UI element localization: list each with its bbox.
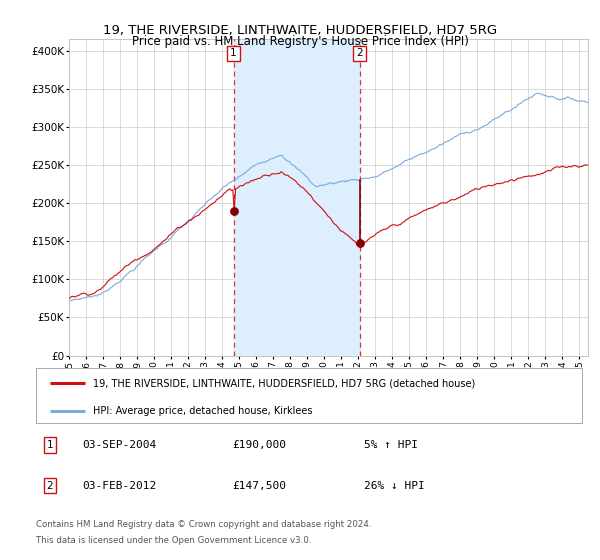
Point [355,239,364,248]
Text: 19, THE RIVERSIDE, LINTHWAITE, HUDDERSFIELD, HD7 5RG (detached house): 19, THE RIVERSIDE, LINTHWAITE, HUDDERSFI… [94,379,476,388]
Text: 2: 2 [46,480,53,491]
Text: 5% ↑ HPI: 5% ↑ HPI [364,440,418,450]
Text: £190,000: £190,000 [233,440,287,450]
Text: 19, THE RIVERSIDE, LINTHWAITE, HUDDERSFIELD, HD7 5RG: 19, THE RIVERSIDE, LINTHWAITE, HUDDERSFI… [103,24,497,36]
Text: Contains HM Land Registry data © Crown copyright and database right 2024.: Contains HM Land Registry data © Crown c… [36,520,371,529]
Text: 1: 1 [230,48,237,58]
Point [229,206,238,215]
Bar [233,39,359,356]
Text: 03-FEB-2012: 03-FEB-2012 [82,480,157,491]
Text: 2: 2 [356,48,363,58]
Text: HPI: Average price, detached house, Kirklees: HPI: Average price, detached house, Kirk… [94,406,313,416]
Text: 1: 1 [46,440,53,450]
Text: £147,500: £147,500 [233,480,287,491]
Text: 03-SEP-2004: 03-SEP-2004 [82,440,157,450]
Text: 26% ↓ HPI: 26% ↓ HPI [364,480,424,491]
Text: Price paid vs. HM Land Registry's House Price Index (HPI): Price paid vs. HM Land Registry's House … [131,35,469,48]
Text: This data is licensed under the Open Government Licence v3.0.: This data is licensed under the Open Gov… [36,536,311,545]
